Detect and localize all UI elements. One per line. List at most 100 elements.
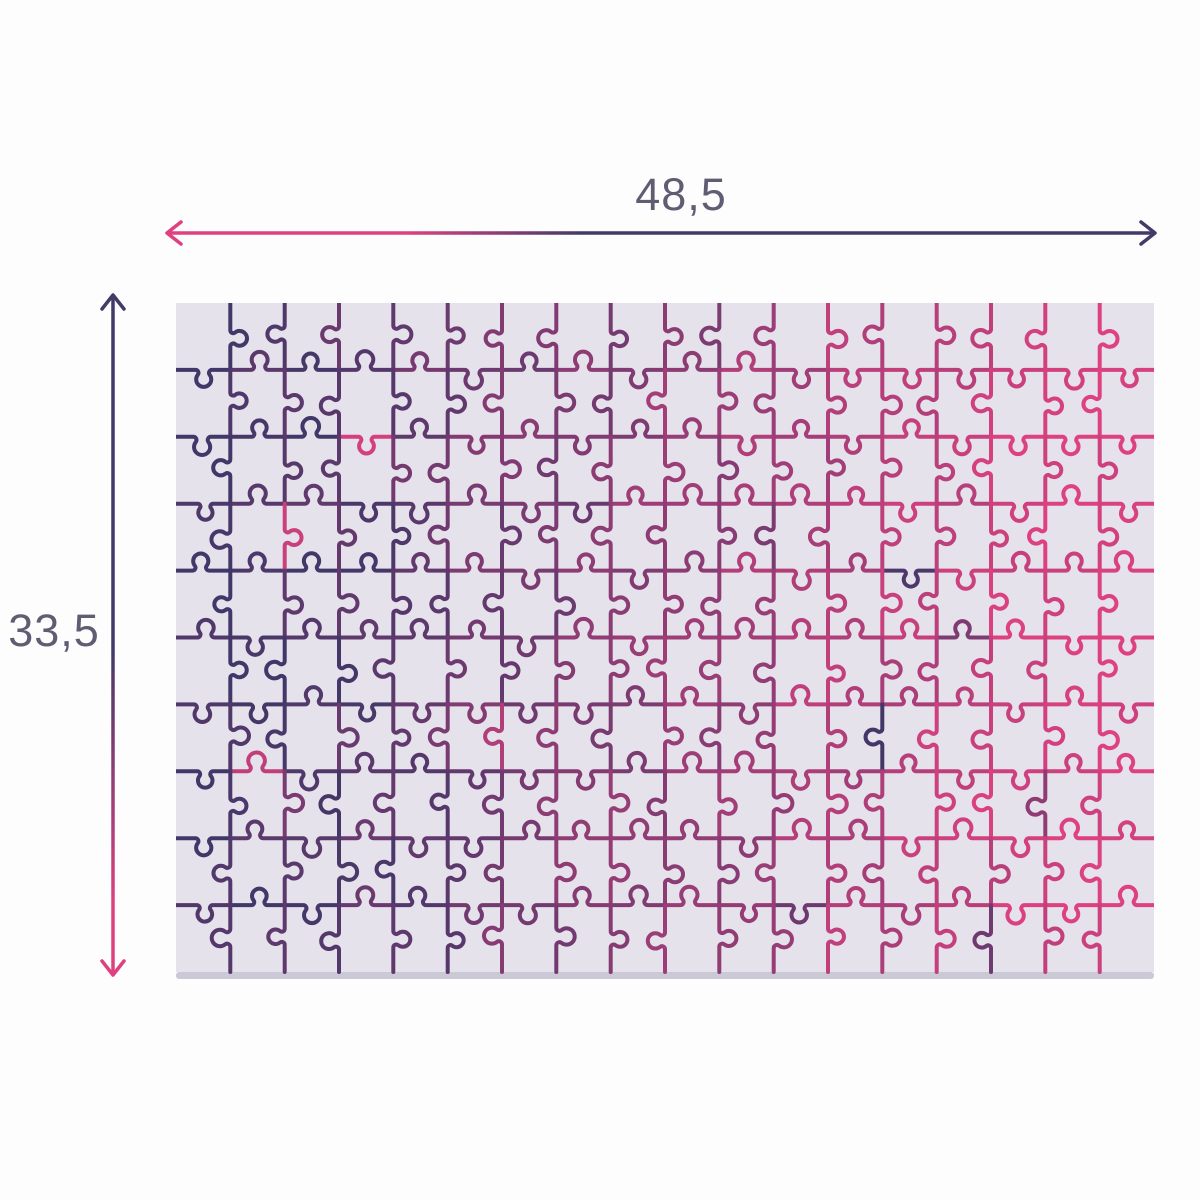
- puzzle-piece-edge: [970, 635, 993, 707]
- puzzle-piece-edge: [608, 418, 667, 439]
- puzzle-piece-edge: [771, 684, 830, 707]
- puzzle-piece-edge: [971, 434, 993, 506]
- puzzle-piece-edge: [228, 483, 287, 506]
- puzzle-piece-edge: [663, 836, 685, 908]
- puzzle-piece-edge: [1026, 635, 1048, 707]
- puzzle-piece-edge: [228, 769, 249, 841]
- puzzle-piece-edge: [391, 568, 413, 640]
- puzzle-piece-edge: [500, 635, 559, 658]
- puzzle-piece-edge: [880, 568, 939, 589]
- width-arrow-left-icon: [165, 220, 183, 246]
- puzzle-piece-edge: [1097, 568, 1119, 640]
- puzzle-piece-edge: [771, 903, 794, 974]
- puzzle-piece-edge: [228, 750, 287, 774]
- puzzle-piece-edge: [934, 303, 957, 372]
- puzzle-piece-edge: [445, 903, 504, 925]
- puzzle-piece-edge: [266, 903, 287, 974]
- puzzle-piece-edge: [826, 303, 849, 372]
- puzzle-piece-edge: [1081, 903, 1102, 974]
- puzzle-piece-edge: [391, 903, 413, 974]
- puzzle-piece-edge: [391, 434, 413, 506]
- puzzle-piece-edge: [1043, 484, 1102, 506]
- puzzle-piece-edge: [483, 836, 504, 908]
- puzzle-piece-edge: [500, 501, 522, 573]
- puzzle-piece-edge: [228, 418, 287, 439]
- puzzle-piece-edge: [337, 501, 396, 523]
- puzzle-piece-edge: [826, 769, 849, 841]
- puzzle-piece-edge: [228, 349, 287, 372]
- puzzle-piece-edge: [500, 635, 521, 707]
- puzzle-piece-edge: [282, 551, 341, 573]
- puzzle-piece-edge: [916, 702, 939, 774]
- puzzle-piece-edge: [1027, 501, 1048, 573]
- puzzle-piece-edge: [500, 819, 559, 841]
- puzzle-piece-edge: [934, 886, 993, 908]
- puzzle-piece-edge: [754, 836, 776, 908]
- puzzle-board-shadow: [176, 972, 1154, 979]
- puzzle-piece-edge: [536, 769, 559, 841]
- puzzle-piece-edge: [445, 619, 504, 640]
- puzzle-piece-edge: [176, 702, 233, 725]
- puzzle-piece-edge: [717, 483, 776, 506]
- puzzle-piece-edge: [391, 417, 450, 439]
- width-dimension-label: 48,5: [635, 169, 727, 220]
- puzzle-piece-edge: [482, 568, 504, 640]
- puzzle-piece-edge: [372, 635, 396, 707]
- puzzle-piece-edge: [989, 702, 1048, 723]
- puzzle-piece-edge: [554, 568, 577, 640]
- puzzle-piece-edge: [608, 568, 631, 640]
- puzzle-piece-edge: [934, 434, 956, 506]
- puzzle-piece-edge: [1079, 836, 1102, 908]
- puzzle-piece-edge: [863, 702, 885, 774]
- puzzle-piece-edge: [554, 819, 613, 841]
- puzzle-piece-edge: [1043, 903, 1065, 974]
- puzzle-piece-edge: [500, 903, 559, 926]
- puzzle-piece-edge: [391, 552, 450, 573]
- puzzle-piece-edge: [1043, 836, 1065, 908]
- puzzle-piece-edge: [209, 903, 233, 974]
- puzzle-piece-edge: [880, 836, 939, 858]
- puzzle-piece-edge: [700, 568, 722, 640]
- puzzle-piece-edge: [645, 635, 667, 707]
- puzzle-piece-edge: [934, 686, 993, 707]
- puzzle-piece-edge: [934, 903, 957, 974]
- puzzle-piece-edge: [989, 618, 1048, 640]
- puzzle-piece-edge: [1097, 635, 1154, 656]
- puzzle-piece-edge: [445, 551, 504, 573]
- puzzle-piece-edge: [771, 434, 794, 506]
- puzzle-piece-edge: [934, 434, 993, 457]
- puzzle-piece-edge: [608, 367, 667, 390]
- puzzle-piece-edge: [608, 884, 667, 908]
- puzzle-piece-edge: [826, 552, 885, 573]
- puzzle-piece-edge: [320, 434, 341, 506]
- puzzle-piece-edge: [228, 702, 287, 725]
- puzzle-piece-edge: [554, 552, 613, 573]
- puzzle-piece-edge: [971, 769, 993, 841]
- puzzle-piece-edge: [771, 769, 830, 791]
- puzzle-piece-edge: [717, 350, 776, 372]
- puzzle-piece-edge: [1043, 903, 1102, 924]
- puzzle-piece-edge: [536, 303, 559, 372]
- puzzle-piece-edge: [554, 349, 613, 372]
- puzzle-piece-edge: [646, 769, 667, 841]
- puzzle-piece-edge: [337, 349, 396, 372]
- puzzle-piece-edge: [826, 702, 848, 774]
- puzzle-piece-edge: [608, 635, 667, 657]
- puzzle-piece-edge: [754, 501, 776, 573]
- puzzle-piece-edge: [337, 836, 360, 908]
- puzzle-piece-edge: [445, 367, 468, 439]
- puzzle-piece-edge: [771, 418, 830, 439]
- puzzle-piece-edge: [826, 367, 848, 439]
- puzzle-piece-edge: [663, 483, 722, 506]
- puzzle-piece-edge: [282, 903, 341, 926]
- puzzle-piece-edge: [554, 769, 613, 791]
- puzzle-piece-edge: [590, 702, 613, 774]
- puzzle-piece-edge: [282, 568, 305, 640]
- puzzle-piece-edge: [337, 434, 396, 456]
- puzzle-piece-edge: [608, 685, 667, 707]
- puzzle-piece-edge: [826, 885, 885, 908]
- puzzle-piece-edge: [1043, 685, 1102, 707]
- puzzle-piece-edge: [717, 836, 740, 908]
- puzzle-piece-edge: [176, 367, 233, 389]
